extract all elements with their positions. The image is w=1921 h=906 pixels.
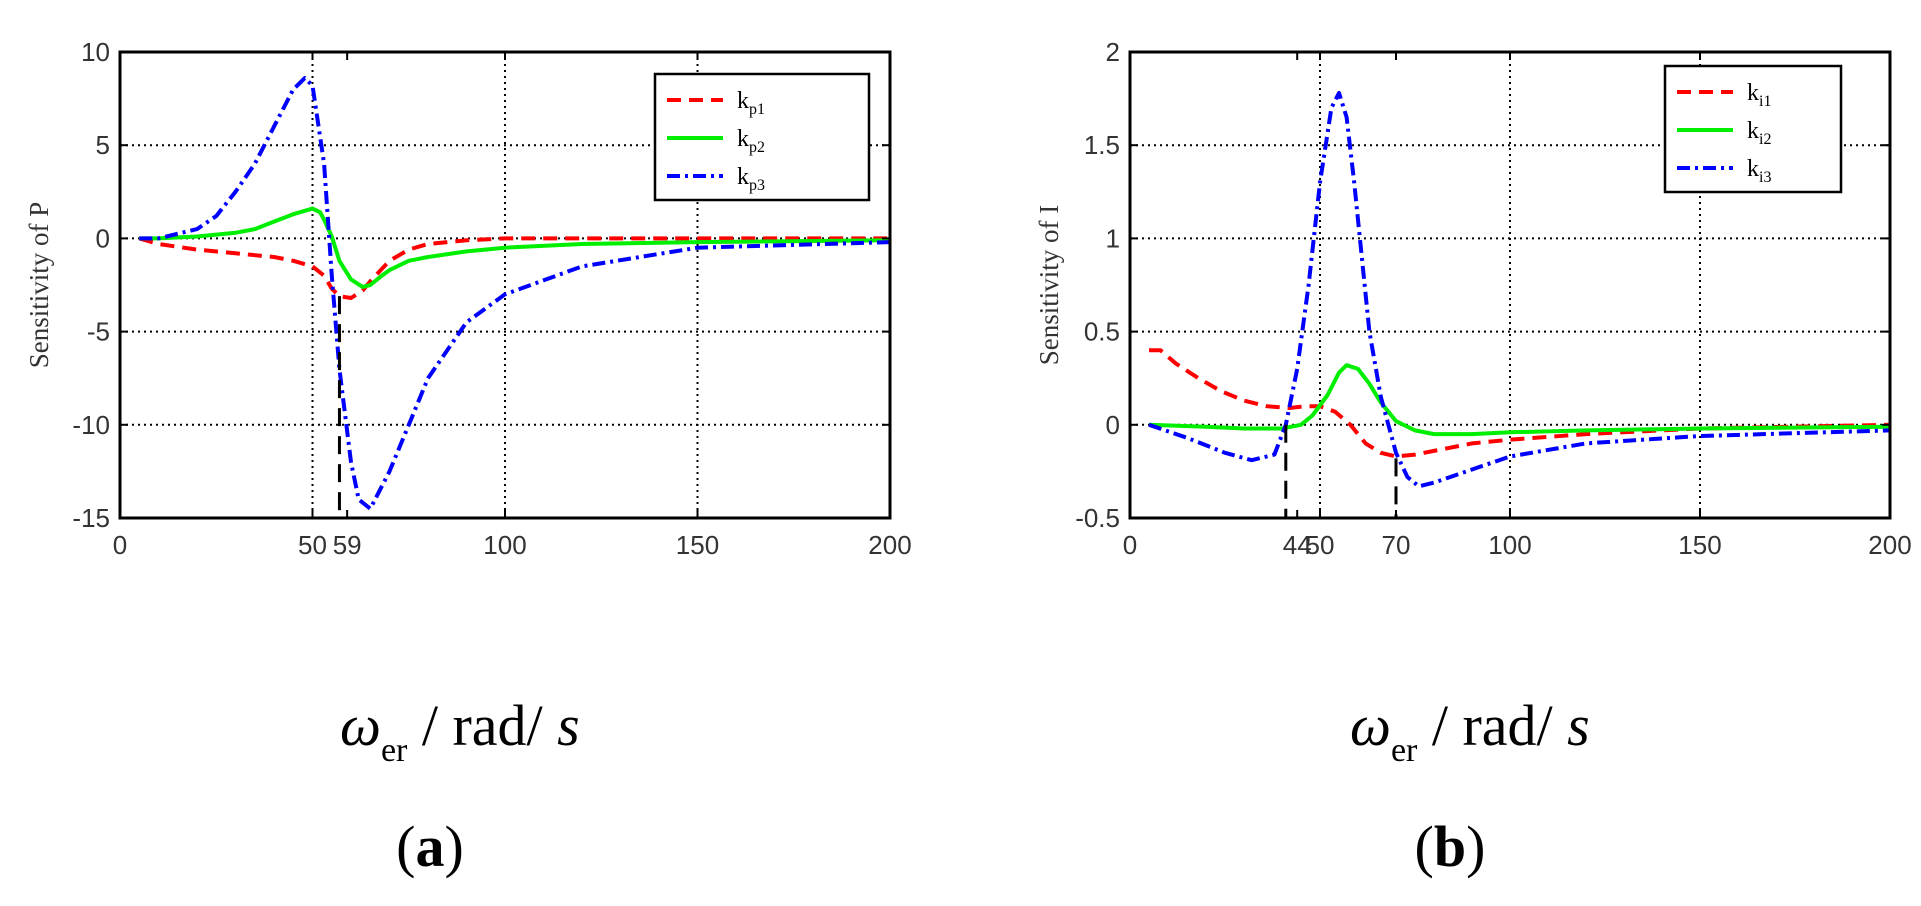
legend-label-main: k [1747, 118, 1759, 144]
x-tick-label: 150 [1678, 530, 1721, 560]
x-tick-label: 70 [1382, 530, 1411, 560]
x-title-subscript: er [1391, 732, 1418, 769]
y-tick-label: 2 [1106, 37, 1120, 67]
y-tick-label: 1.5 [1084, 130, 1120, 160]
panel-paren-open: ( [396, 814, 415, 879]
panel-paren-close: ) [445, 814, 464, 879]
legend-label-main: k [737, 164, 749, 190]
legend-label-main: k [737, 126, 749, 152]
legend-label-i1: ki1 [1747, 80, 1771, 110]
y-tick-label: 1 [1106, 223, 1120, 253]
y-tick-label: -10 [72, 410, 110, 440]
series-line-p3 [139, 76, 891, 511]
x-title-subscript: er [381, 732, 408, 769]
x-tick-label: 200 [868, 530, 911, 560]
panel-paren-close: ) [1466, 814, 1485, 879]
x-title-unit: / rad/ [1417, 693, 1567, 758]
legend-label-i3: ki3 [1747, 156, 1771, 186]
y-tick-label: 5 [96, 130, 110, 160]
x-title-unit: / rad/ [407, 693, 557, 758]
legend-label-main: k [1747, 80, 1759, 106]
legend-label-sub: p3 [749, 177, 765, 194]
legend-label-p2: kp2 [737, 126, 765, 156]
x-tick-label: 50 [1306, 530, 1335, 560]
legend-label-p3: kp3 [737, 164, 765, 194]
legend-label-sub: i1 [1759, 93, 1771, 110]
legend-label-sub: i3 [1759, 169, 1771, 186]
panel-letter: a [416, 814, 445, 879]
panel-label: (b) [1415, 814, 1486, 879]
y-tick-label: -5 [87, 317, 110, 347]
legend-label-sub: p1 [749, 101, 765, 118]
series-line-i1 [1149, 348, 1891, 459]
legend-label-i2: ki2 [1747, 118, 1771, 148]
x-title-symbol: ω [1350, 693, 1391, 758]
x-tick-label: 100 [483, 530, 526, 560]
x-title-unit-var: s [1567, 693, 1590, 758]
legend-label-main: k [1747, 156, 1759, 182]
panel-paren-open: ( [1415, 814, 1434, 879]
x-tick-label: 100 [1488, 530, 1531, 560]
x-title-symbol: ω [340, 693, 381, 758]
x-tick-label: 150 [676, 530, 719, 560]
series-line-i3 [1148, 91, 1891, 489]
y-tick-label: 0 [96, 223, 110, 253]
x-axis-title: ωer / rad/ s [340, 693, 580, 769]
x-tick-label: 44 [1283, 530, 1312, 560]
x-tick-label: 59 [333, 530, 362, 560]
y-axis-label: Sensitivity of I [1034, 205, 1064, 366]
x-tick-label: 50 [298, 530, 327, 560]
series-line-p2 [139, 206, 891, 289]
x-tick-label: 200 [1868, 530, 1911, 560]
legend-label-p1: kp1 [737, 88, 765, 118]
x-title-unit-var: s [557, 693, 580, 758]
series-line-p1 [138, 236, 890, 300]
series-line-i2 [1148, 363, 1891, 437]
y-tick-label: 0.5 [1084, 317, 1120, 347]
x-tick-label: 0 [1123, 530, 1137, 560]
legend-label-sub: i2 [1759, 131, 1771, 148]
y-tick-label: -0.5 [1075, 503, 1120, 533]
legend-label-main: k [737, 88, 749, 114]
legend-label-sub: p2 [749, 139, 765, 156]
y-tick-label: 10 [81, 37, 110, 67]
y-tick-label: -15 [72, 503, 110, 533]
panel-letter: b [1434, 814, 1466, 879]
panel-label: (a) [396, 814, 464, 879]
x-tick-label: 0 [113, 530, 127, 560]
y-tick-label: 0 [1106, 410, 1120, 440]
x-axis-title: ωer / rad/ s [1350, 693, 1590, 769]
y-axis-label: Sensitivity of P [24, 202, 54, 369]
